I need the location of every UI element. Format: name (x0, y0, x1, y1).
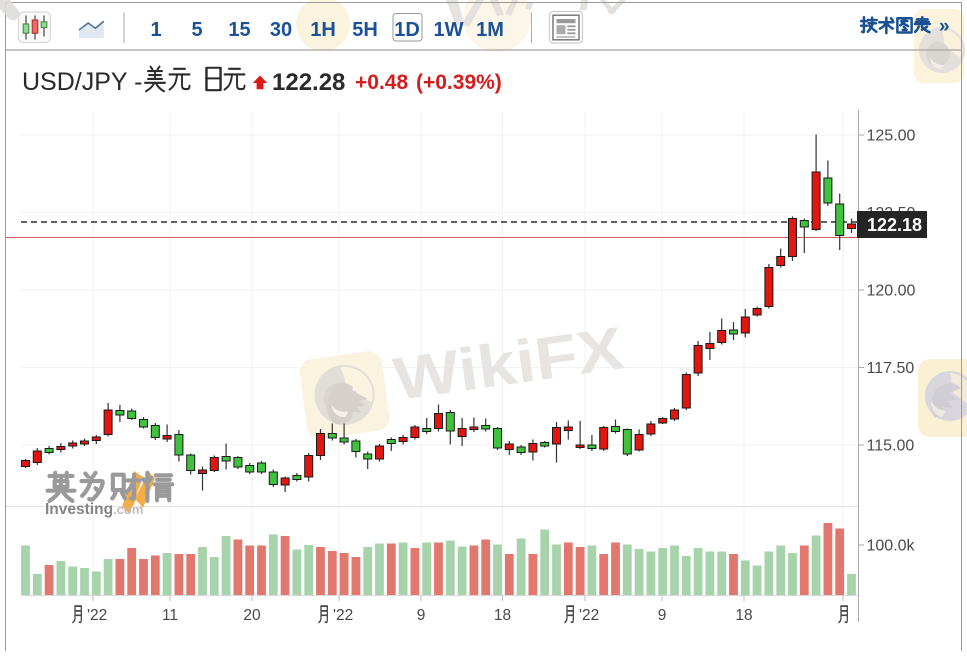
svg-text:18: 18 (494, 607, 511, 624)
svg-text:»: » (939, 16, 950, 37)
svg-text:20: 20 (243, 607, 261, 624)
svg-text:(+0.39%): (+0.39%) (416, 71, 502, 94)
svg-text:115.00: 115.00 (867, 438, 915, 455)
svg-text:'22: '22 (87, 607, 107, 624)
svg-text:125.00: 125.00 (867, 128, 916, 145)
svg-text:USD/JPY -: USD/JPY - (22, 68, 142, 96)
svg-text:1M: 1M (476, 19, 504, 41)
svg-text:120.00: 120.00 (867, 283, 916, 300)
svg-text:30: 30 (270, 19, 292, 41)
svg-text:'22: '22 (579, 607, 599, 624)
svg-text:122.28: 122.28 (272, 69, 345, 96)
svg-text:9: 9 (417, 607, 426, 624)
svg-text:1W: 1W (434, 19, 464, 41)
svg-text:1H: 1H (310, 19, 336, 41)
svg-text:5: 5 (191, 19, 202, 41)
svg-text:117.50: 117.50 (867, 360, 915, 377)
svg-text:18: 18 (735, 607, 752, 624)
svg-text:5H: 5H (352, 19, 378, 41)
svg-text:15: 15 (228, 19, 250, 41)
svg-text:'22: '22 (333, 607, 353, 624)
svg-text:11: 11 (162, 607, 178, 624)
svg-text:1: 1 (150, 19, 161, 41)
svg-text:122.18: 122.18 (867, 215, 922, 235)
svg-text:+0.48: +0.48 (355, 71, 408, 94)
svg-text:Investing.com: Investing.com (45, 501, 143, 518)
svg-text:1D: 1D (394, 19, 420, 41)
svg-text:9: 9 (658, 607, 667, 624)
svg-text:100.0k: 100.0k (867, 538, 916, 555)
